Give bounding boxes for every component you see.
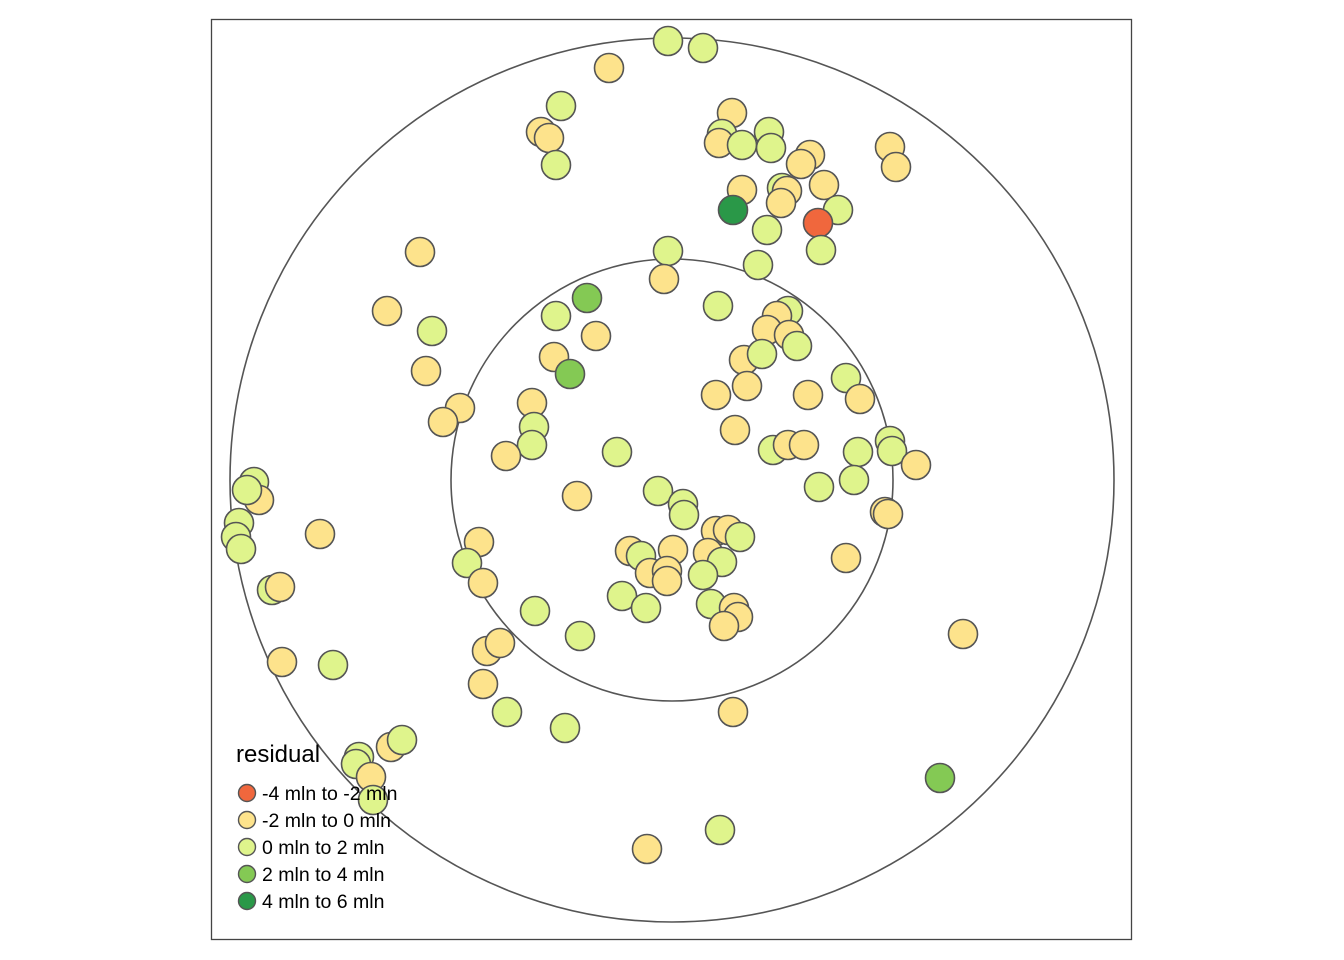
map-point: [490, 440, 522, 472]
map-point: [717, 194, 749, 226]
legend-swatch: [237, 810, 257, 830]
map-point: [726, 129, 758, 161]
legend-swatch: [237, 891, 257, 911]
map-point: [571, 282, 603, 314]
map-point: [467, 567, 499, 599]
map-point: [648, 263, 680, 295]
map-point: [410, 355, 442, 387]
legend-label: 4 mln to 6 mln: [262, 891, 384, 913]
map-point: [631, 833, 663, 865]
map-point: [785, 148, 817, 180]
legend-label: -4 mln to -2 mln: [262, 783, 397, 805]
legend-title: residual: [236, 741, 320, 768]
map-point: [717, 696, 749, 728]
map-point: [545, 90, 577, 122]
map-point: [687, 559, 719, 591]
map-point: [317, 649, 349, 681]
map-point: [554, 358, 586, 390]
map-point: [872, 498, 904, 530]
map-point: [416, 315, 448, 347]
map-point: [427, 406, 459, 438]
map-point: [746, 338, 778, 370]
map-point: [484, 627, 516, 659]
map-point: [266, 646, 298, 678]
map-point: [371, 295, 403, 327]
map-point: [264, 571, 296, 603]
map-point: [900, 449, 932, 481]
map-point: [708, 610, 740, 642]
map-point: [593, 52, 625, 84]
map-point: [830, 362, 862, 394]
map-point: [491, 696, 523, 728]
map-point: [540, 300, 572, 332]
map-point: [580, 320, 612, 352]
map-point: [540, 149, 572, 181]
map-point: [788, 429, 820, 461]
map-point: [731, 370, 763, 402]
map-point: [357, 784, 389, 816]
map-point: [808, 169, 840, 201]
map-point: [652, 235, 684, 267]
map-point: [755, 132, 787, 164]
map-point: [225, 533, 257, 565]
map-point: [386, 724, 418, 756]
legend-label: 2 mln to 4 mln: [262, 864, 384, 886]
map-point: [404, 236, 436, 268]
map-point: [451, 547, 483, 579]
map-point: [549, 712, 581, 744]
legend-swatch: [237, 837, 257, 857]
map-point: [724, 521, 756, 553]
map-point: [668, 499, 700, 531]
map-point: [687, 32, 719, 64]
map-point: [651, 565, 683, 597]
map-point: [719, 414, 751, 446]
map-point: [702, 290, 734, 322]
map-point: [304, 518, 336, 550]
map-point: [803, 471, 835, 503]
legend: residual -4 mln to -2 mln -2 mln to 0 mln…: [236, 741, 397, 913]
map-point: [561, 480, 593, 512]
map-point: [630, 592, 662, 624]
map-point: [880, 151, 912, 183]
map-point: [652, 25, 684, 57]
map-point: [564, 620, 596, 652]
legend-items: -4 mln to -2 mln -2 mln to 0 mln 0 mln to …: [237, 783, 397, 913]
map-point: [947, 618, 979, 650]
legend-swatch: [237, 783, 257, 803]
map-point: [805, 234, 837, 266]
map-point: [742, 249, 774, 281]
legend-label: 0 mln to 2 mln: [262, 837, 384, 859]
map-point: [792, 379, 824, 411]
map-point: [802, 207, 834, 239]
map-point: [830, 542, 862, 574]
map-point: [924, 762, 956, 794]
map-point: [842, 436, 874, 468]
map-point: [700, 379, 732, 411]
map-point: [844, 383, 876, 415]
map-point: [765, 187, 797, 219]
map-point: [876, 435, 908, 467]
map-point: [838, 464, 870, 496]
legend-swatch: [237, 864, 257, 884]
map-point: [467, 668, 499, 700]
map-point: [704, 814, 736, 846]
map-point: [533, 122, 565, 154]
points-layer: [220, 25, 979, 865]
map-point: [606, 580, 638, 612]
map-point: [642, 475, 674, 507]
map-point: [751, 214, 783, 246]
map-point: [519, 595, 551, 627]
map-point: [781, 330, 813, 362]
map-point: [516, 429, 548, 461]
map-point: [601, 436, 633, 468]
legend-label: -2 mln to 0 mln: [262, 810, 391, 832]
map-point: [231, 474, 263, 506]
